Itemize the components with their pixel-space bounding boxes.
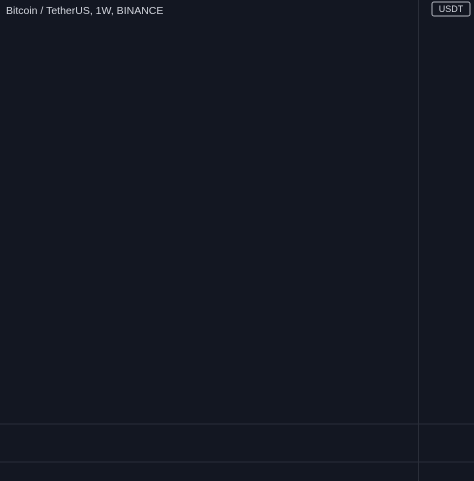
chart-title: Bitcoin / TetherUS, 1W, BINANCE	[6, 5, 163, 17]
currency-label[interactable]: USDT	[439, 4, 464, 14]
currency-badge[interactable]	[431, 1, 471, 17]
